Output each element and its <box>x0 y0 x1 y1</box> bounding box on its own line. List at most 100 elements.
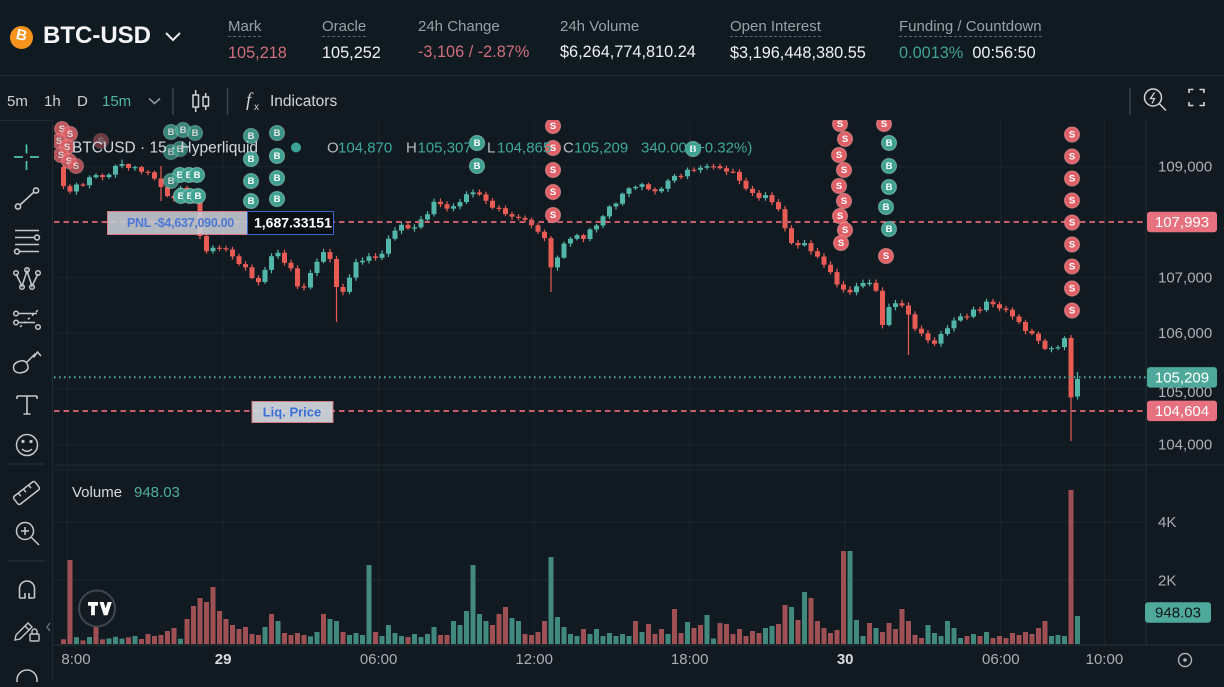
svg-text:B: B <box>690 144 697 155</box>
svg-text:B: B <box>177 144 184 155</box>
svg-text:104,604: 104,604 <box>1155 403 1209 420</box>
svg-text:30: 30 <box>837 651 854 668</box>
svg-text:Liq. Price: Liq. Price <box>263 405 322 420</box>
svg-text:S: S <box>837 120 843 130</box>
svg-text:S: S <box>841 196 847 207</box>
svg-text:B: B <box>274 173 281 184</box>
svg-text:2K: 2K <box>1158 572 1176 589</box>
svg-text:10:00: 10:00 <box>1086 651 1124 668</box>
svg-text:105,000: 105,000 <box>1158 384 1212 401</box>
svg-text:5m: 5m <box>7 93 28 110</box>
svg-text:H: H <box>406 140 417 157</box>
svg-text:15m: 15m <box>102 93 131 110</box>
svg-text:x: x <box>254 102 259 113</box>
svg-text:S: S <box>836 150 842 161</box>
svg-text:105,209: 105,209 <box>574 140 628 157</box>
svg-text:S: S <box>883 251 889 262</box>
svg-text:S: S <box>836 181 842 192</box>
svg-text:06:00: 06:00 <box>360 651 398 668</box>
svg-text:B: B <box>886 161 893 172</box>
svg-text:S: S <box>550 121 556 132</box>
svg-text:S: S <box>1069 174 1075 185</box>
svg-text:B: B <box>886 182 893 193</box>
svg-text:8:00: 8:00 <box>61 651 90 668</box>
svg-text:B: B <box>194 170 201 181</box>
svg-text:BTCUSD · 15 · Hyperliquid: BTCUSD · 15 · Hyperliquid <box>72 140 258 157</box>
svg-text:O: O <box>327 140 339 157</box>
svg-text:B: B <box>274 151 281 162</box>
svg-text:B: B <box>248 176 255 187</box>
svg-text:Indicators: Indicators <box>270 93 337 110</box>
svg-text:B: B <box>168 127 175 138</box>
svg-text:S: S <box>66 156 72 167</box>
svg-text:f: f <box>246 90 254 111</box>
svg-text:1h: 1h <box>44 93 61 110</box>
svg-text:107,000: 107,000 <box>1158 269 1212 286</box>
svg-text:S: S <box>841 165 847 176</box>
svg-text:107,993: 107,993 <box>1155 214 1209 231</box>
svg-text:D: D <box>77 93 88 110</box>
svg-text:B: B <box>248 131 255 142</box>
svg-text:12:00: 12:00 <box>515 651 553 668</box>
svg-text:PNL -$4,637,090.00: PNL -$4,637,090.00 <box>127 216 234 230</box>
svg-text:B: B <box>274 194 281 205</box>
svg-text:S: S <box>1069 262 1075 273</box>
svg-text:18:00: 18:00 <box>671 651 709 668</box>
svg-text:S: S <box>842 225 848 236</box>
svg-text:S: S <box>67 129 73 140</box>
svg-text:340.00 (+0.32%): 340.00 (+0.32%) <box>641 140 752 157</box>
svg-text:B: B <box>178 191 185 202</box>
svg-text:S: S <box>56 136 62 147</box>
svg-text:S: S <box>1069 284 1075 295</box>
svg-text:4K: 4K <box>1158 514 1176 531</box>
svg-text:Volume: Volume <box>72 484 122 501</box>
svg-text:29: 29 <box>215 651 232 668</box>
svg-text:C: C <box>563 140 574 157</box>
svg-text:S: S <box>550 165 556 176</box>
svg-text:06:00: 06:00 <box>982 651 1020 668</box>
svg-text:B: B <box>474 161 481 172</box>
svg-text:104,865: 104,865 <box>497 140 551 157</box>
svg-text:S: S <box>58 150 64 161</box>
svg-text:S: S <box>73 161 79 172</box>
svg-text:B: B <box>886 138 893 149</box>
svg-text:B: B <box>474 138 481 149</box>
svg-text:S: S <box>842 134 848 145</box>
svg-text:105,307: 105,307 <box>418 140 472 157</box>
svg-text:L: L <box>487 140 495 157</box>
svg-text:B: B <box>886 224 893 235</box>
svg-text:B: B <box>274 128 281 139</box>
svg-text:S: S <box>59 124 65 135</box>
svg-text:B: B <box>180 125 187 136</box>
svg-text:S: S <box>98 136 104 147</box>
svg-text:948.03: 948.03 <box>134 484 180 501</box>
svg-text:S: S <box>550 187 556 198</box>
svg-text:105,209: 105,209 <box>1155 369 1209 386</box>
svg-text:S: S <box>64 142 70 153</box>
svg-text:B: B <box>195 191 202 202</box>
svg-text:106,000: 106,000 <box>1158 325 1212 342</box>
svg-text:S: S <box>1069 196 1075 207</box>
svg-text:B: B <box>192 128 199 139</box>
svg-text:1,687.33151: 1,687.33151 <box>254 215 332 231</box>
svg-text:S: S <box>550 143 556 154</box>
svg-text:948.03: 948.03 <box>1155 605 1201 622</box>
svg-text:S: S <box>1069 218 1075 229</box>
svg-text:B: B <box>248 154 255 165</box>
svg-text:S: S <box>837 211 843 222</box>
svg-text:S: S <box>1069 152 1075 163</box>
svg-text:B: B <box>177 170 184 181</box>
svg-text:S: S <box>881 120 887 130</box>
svg-text:S: S <box>1069 130 1075 141</box>
svg-text:B: B <box>248 196 255 207</box>
svg-text:B: B <box>168 147 175 158</box>
svg-text:S: S <box>1069 240 1075 251</box>
svg-text:B: B <box>883 202 890 213</box>
svg-text:S: S <box>838 238 844 249</box>
svg-text:S: S <box>550 210 556 221</box>
svg-text:B: B <box>168 176 175 187</box>
svg-text:104,000: 104,000 <box>1158 437 1212 454</box>
svg-text:S: S <box>1069 306 1075 317</box>
svg-text:104,870: 104,870 <box>338 140 392 157</box>
svg-text:109,000: 109,000 <box>1158 159 1212 176</box>
